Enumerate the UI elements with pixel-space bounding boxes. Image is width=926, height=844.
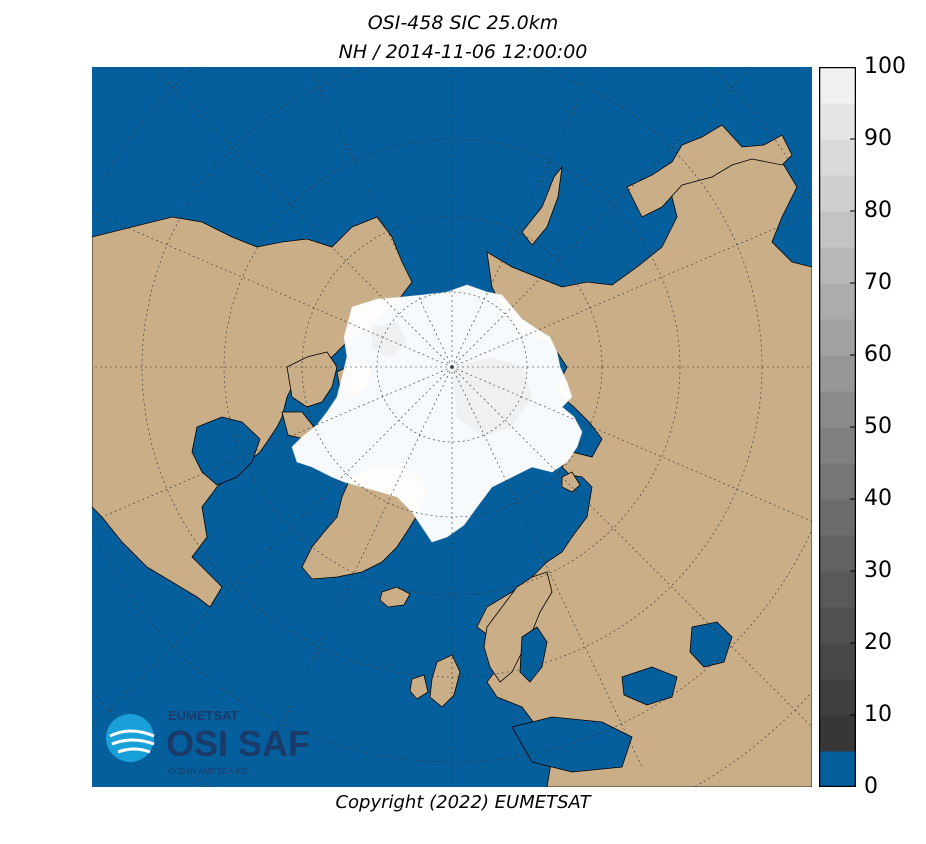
land-chukotka bbox=[626, 124, 793, 218]
sea-ice-texture bbox=[372, 322, 532, 437]
sea-ice-cover bbox=[291, 284, 583, 543]
colorbar-segment bbox=[819, 463, 856, 500]
land-kamchatka bbox=[521, 165, 563, 246]
colorbar bbox=[819, 67, 856, 787]
mediterranean-sea bbox=[511, 716, 633, 773]
land-scandinavia bbox=[483, 571, 553, 683]
logo-org-text: EUMETSAT bbox=[168, 708, 239, 723]
colorbar-segment bbox=[819, 679, 856, 716]
colorbar-segment bbox=[819, 499, 856, 536]
graticule bbox=[92, 67, 812, 787]
colorbar-tick-label: 10 bbox=[864, 702, 892, 727]
colorbar-segment bbox=[819, 355, 856, 392]
colorbar-segment bbox=[819, 535, 856, 572]
land-iceland bbox=[379, 586, 411, 608]
colorbar-segment bbox=[819, 103, 856, 140]
colorbar-tick-label: 0 bbox=[864, 774, 878, 799]
colorbar-segment bbox=[819, 715, 856, 752]
colorbar-tick-label: 60 bbox=[864, 342, 892, 367]
colorbar-segment bbox=[819, 643, 856, 680]
colorbar-tick-label: 100 bbox=[864, 54, 906, 79]
caspian-sea bbox=[689, 621, 733, 668]
colorbar-segment bbox=[819, 751, 856, 787]
colorbar-tick-label: 30 bbox=[864, 558, 892, 583]
map-title: OSI-458 SIC 25.0km bbox=[367, 12, 559, 34]
land-svalbard bbox=[561, 471, 581, 493]
colorbar-tick-label: 80 bbox=[864, 198, 892, 223]
osisaf-logo: EUMETSAT OSI SAF OCEAN AND SEA ICE bbox=[106, 708, 310, 776]
hudson-bay bbox=[191, 416, 261, 486]
sea-ice-concentration-map bbox=[92, 67, 812, 787]
colorbar-tick-label: 50 bbox=[864, 414, 892, 439]
colorbar-segment bbox=[819, 67, 856, 104]
colorbar-tick-label: 70 bbox=[864, 270, 892, 295]
logo-tagline-text: OCEAN AND SEA ICE bbox=[168, 767, 248, 776]
colorbar-segment bbox=[819, 319, 856, 356]
colorbar-tick-label: 40 bbox=[864, 486, 892, 511]
osisaf-swirl-icon bbox=[106, 714, 155, 762]
black-sea bbox=[621, 666, 678, 706]
map-subtitle: NH / 2014-11-06 12:00:00 bbox=[338, 41, 588, 63]
colorbar-tick-label: 20 bbox=[864, 630, 892, 655]
logo-name-text: OSI SAF bbox=[166, 723, 310, 764]
colorbar-segment bbox=[819, 607, 856, 644]
colorbar-segment bbox=[819, 139, 856, 176]
colorbar-segment bbox=[819, 283, 856, 320]
colorbar-segment bbox=[819, 391, 856, 428]
colorbar-segment bbox=[819, 175, 856, 212]
colorbar-segment bbox=[819, 247, 856, 284]
colorbar-tick-label: 90 bbox=[864, 126, 892, 151]
colorbar-segment bbox=[819, 571, 856, 608]
baltic-sea bbox=[519, 626, 548, 683]
colorbar-segment bbox=[819, 211, 856, 248]
colorbar-segment bbox=[819, 427, 856, 464]
copyright-text: Copyright (2022) EUMETSAT bbox=[335, 792, 591, 813]
